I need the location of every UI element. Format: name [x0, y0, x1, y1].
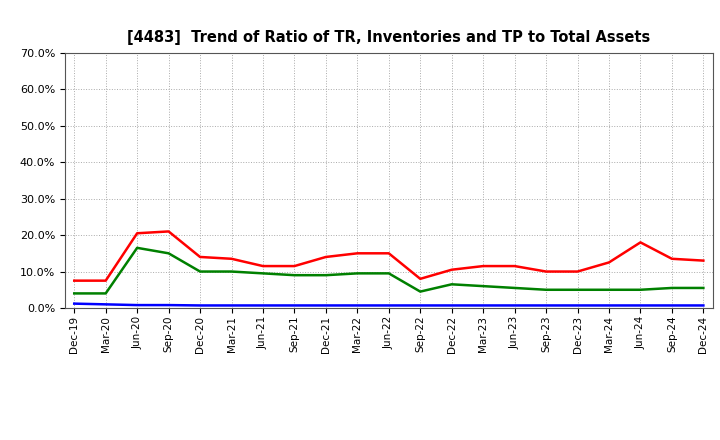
Trade Payables: [228, 269, 236, 274]
Inventories: [164, 302, 173, 308]
Inventories: [70, 301, 78, 306]
Trade Payables: [258, 271, 267, 276]
Trade Receivables: [510, 264, 519, 269]
Trade Payables: [479, 283, 487, 289]
Inventories: [132, 302, 141, 308]
Trade Receivables: [573, 269, 582, 274]
Inventories: [699, 303, 708, 308]
Trade Receivables: [605, 260, 613, 265]
Inventories: [102, 302, 110, 307]
Line: Inventories: Inventories: [74, 304, 703, 305]
Trade Payables: [699, 285, 708, 290]
Title: [4483]  Trend of Ratio of TR, Inventories and TP to Total Assets: [4483] Trend of Ratio of TR, Inventories…: [127, 29, 650, 45]
Trade Receivables: [322, 254, 330, 260]
Trade Payables: [667, 285, 676, 290]
Trade Payables: [605, 287, 613, 293]
Trade Receivables: [541, 269, 550, 274]
Trade Receivables: [353, 251, 361, 256]
Trade Receivables: [416, 276, 425, 282]
Trade Payables: [132, 245, 141, 250]
Trade Payables: [541, 287, 550, 293]
Trade Receivables: [636, 240, 645, 245]
Line: Trade Receivables: Trade Receivables: [74, 231, 703, 281]
Trade Receivables: [699, 258, 708, 263]
Trade Payables: [636, 287, 645, 293]
Trade Payables: [384, 271, 393, 276]
Inventories: [510, 303, 519, 308]
Inventories: [573, 303, 582, 308]
Trade Receivables: [447, 267, 456, 272]
Inventories: [322, 303, 330, 308]
Trade Receivables: [132, 231, 141, 236]
Inventories: [636, 303, 645, 308]
Trade Receivables: [164, 229, 173, 234]
Inventories: [384, 303, 393, 308]
Inventories: [416, 303, 425, 308]
Trade Payables: [353, 271, 361, 276]
Trade Payables: [447, 282, 456, 287]
Inventories: [541, 303, 550, 308]
Trade Receivables: [479, 264, 487, 269]
Line: Trade Payables: Trade Payables: [74, 248, 703, 293]
Trade Payables: [573, 287, 582, 293]
Inventories: [667, 303, 676, 308]
Trade Receivables: [290, 264, 299, 269]
Trade Payables: [290, 272, 299, 278]
Inventories: [290, 303, 299, 308]
Trade Receivables: [102, 278, 110, 283]
Trade Payables: [70, 291, 78, 296]
Trade Receivables: [196, 254, 204, 260]
Inventories: [228, 303, 236, 308]
Trade Payables: [164, 251, 173, 256]
Trade Receivables: [258, 264, 267, 269]
Trade Receivables: [70, 278, 78, 283]
Trade Receivables: [384, 251, 393, 256]
Trade Payables: [322, 272, 330, 278]
Inventories: [479, 303, 487, 308]
Trade Payables: [196, 269, 204, 274]
Trade Payables: [416, 289, 425, 294]
Trade Payables: [102, 291, 110, 296]
Inventories: [258, 303, 267, 308]
Trade Payables: [510, 285, 519, 290]
Inventories: [447, 303, 456, 308]
Inventories: [196, 303, 204, 308]
Trade Receivables: [228, 256, 236, 261]
Trade Receivables: [667, 256, 676, 261]
Inventories: [605, 303, 613, 308]
Inventories: [353, 303, 361, 308]
